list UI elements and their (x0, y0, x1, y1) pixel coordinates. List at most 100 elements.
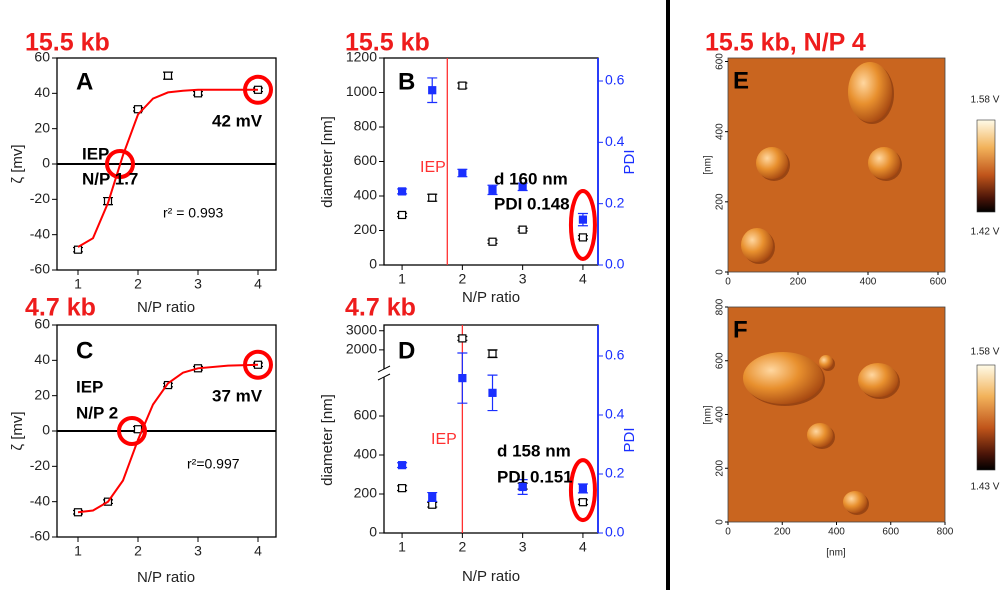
data-point (518, 225, 527, 234)
x-tick-label: 4 (579, 539, 587, 555)
x-tick-label: 600 (930, 277, 947, 288)
y-axis-label: ζ [mv] (9, 144, 26, 183)
y-tick-label: 600 (715, 352, 726, 369)
y-tick-label: 3000 (346, 321, 377, 337)
x-tick-label: 4 (254, 543, 262, 559)
y2-tick-label: 0.4 (605, 406, 625, 422)
y2-tick-label: 0.0 (605, 524, 625, 540)
highlight-circle (117, 416, 147, 446)
annotation: r² = 0.993 (163, 205, 224, 221)
annotation: d 158 nm (497, 441, 571, 460)
y-tick-label: 0 (715, 269, 726, 275)
highlight-circle (243, 74, 273, 105)
x-tick-label: 400 (828, 527, 845, 538)
y-axis-label: ζ [mv] (9, 411, 26, 450)
x-tick-label: 0 (725, 527, 731, 538)
data-point (488, 185, 497, 194)
data-point (397, 461, 407, 470)
y-tick-label: 200 (715, 459, 726, 476)
annotation: 42 mV (212, 111, 263, 130)
x-tick-label: 2 (458, 539, 466, 555)
axis-break-mark (377, 365, 391, 381)
x-tick-label: 200 (790, 277, 807, 288)
x-tick-label: 1 (74, 276, 82, 292)
afm-image (728, 307, 945, 522)
particle (858, 363, 898, 397)
data-point (397, 484, 407, 493)
y-tick-label: 0 (42, 155, 50, 171)
data-point (397, 210, 407, 220)
y-axis-label: diameter [nm] (319, 116, 336, 208)
y-axis-label: [nm] (703, 155, 714, 175)
data-point (578, 498, 588, 507)
y-tick-label: 2000 (346, 341, 377, 357)
annotation: N/P 2 (76, 403, 118, 422)
y-tick-label: 60 (34, 316, 50, 332)
x-tick-label: 4 (254, 276, 262, 292)
x-tick-label: 3 (194, 276, 202, 292)
x-tick-label: 400 (860, 277, 877, 288)
data-point (488, 349, 497, 358)
y2-axis-label: PDI (621, 427, 638, 452)
y-tick-label: 400 (354, 187, 378, 203)
y2-tick-label: 0.2 (605, 465, 625, 481)
colorbar-label: 1.58 V (971, 347, 1000, 358)
data-point (458, 168, 467, 178)
annotation: IEP (431, 431, 457, 448)
panel-letter: B (398, 68, 415, 95)
annotation: PDI 0.148 (494, 194, 570, 213)
colorbar-label: 1.42 V (971, 227, 1000, 238)
annotation: IEP (420, 159, 446, 176)
x-tick-label: 3 (519, 539, 527, 555)
particle (843, 491, 867, 513)
annotation: N/P 1.7 (82, 169, 138, 188)
y-tick-label: -60 (30, 261, 50, 277)
particle (756, 147, 788, 179)
y-tick-label: 20 (34, 386, 50, 402)
y-tick-label: -20 (30, 457, 50, 473)
panel-letter: C (76, 337, 93, 364)
panel-title: 15.5 kb (345, 29, 430, 57)
y-axis-label: diameter [nm] (319, 394, 336, 486)
x-tick-label: 1 (74, 543, 82, 559)
particle (741, 228, 773, 262)
y-axis-label: [nm] (703, 405, 714, 425)
highlight-circle (243, 349, 273, 380)
x-tick-label: 2 (134, 543, 142, 559)
particle (848, 62, 892, 122)
axis-break (381, 369, 387, 377)
y-tick-label: 40 (34, 84, 50, 100)
colorbar-label: 1.58 V (971, 95, 1000, 106)
data-point (163, 71, 173, 80)
data-point (488, 237, 497, 246)
fit-line (77, 363, 259, 514)
y-tick-label: 0 (715, 519, 726, 525)
panel-letter: D (398, 337, 415, 364)
data-point (518, 482, 527, 492)
y-tick-label: 40 (34, 351, 50, 367)
y-tick-label: 600 (354, 407, 378, 423)
x-tick-label: 0 (725, 277, 731, 288)
y-tick-label: 400 (354, 446, 378, 462)
data-point (458, 81, 467, 90)
data-point (73, 245, 83, 254)
x-tick-label: 1 (398, 539, 406, 555)
y-tick-label: 1000 (346, 83, 377, 99)
colorbar (976, 364, 996, 471)
x-tick-label: 2 (134, 276, 142, 292)
x-axis-label: [nm] (826, 548, 846, 559)
data-point (578, 484, 588, 493)
data-point (428, 193, 437, 202)
data-point (133, 105, 143, 114)
y2-tick-label: 0.2 (605, 194, 625, 210)
y-tick-label: -40 (30, 225, 50, 241)
colorbar-label: 1.43 V (971, 482, 1000, 493)
y-tick-label: 20 (34, 119, 50, 135)
y2-tick-label: 0.0 (605, 256, 625, 272)
panel-letter: F (733, 316, 748, 343)
highlight-circle (105, 149, 135, 179)
data-point (458, 374, 467, 383)
highlight-circle (568, 458, 597, 523)
x-tick-label: 3 (194, 543, 202, 559)
